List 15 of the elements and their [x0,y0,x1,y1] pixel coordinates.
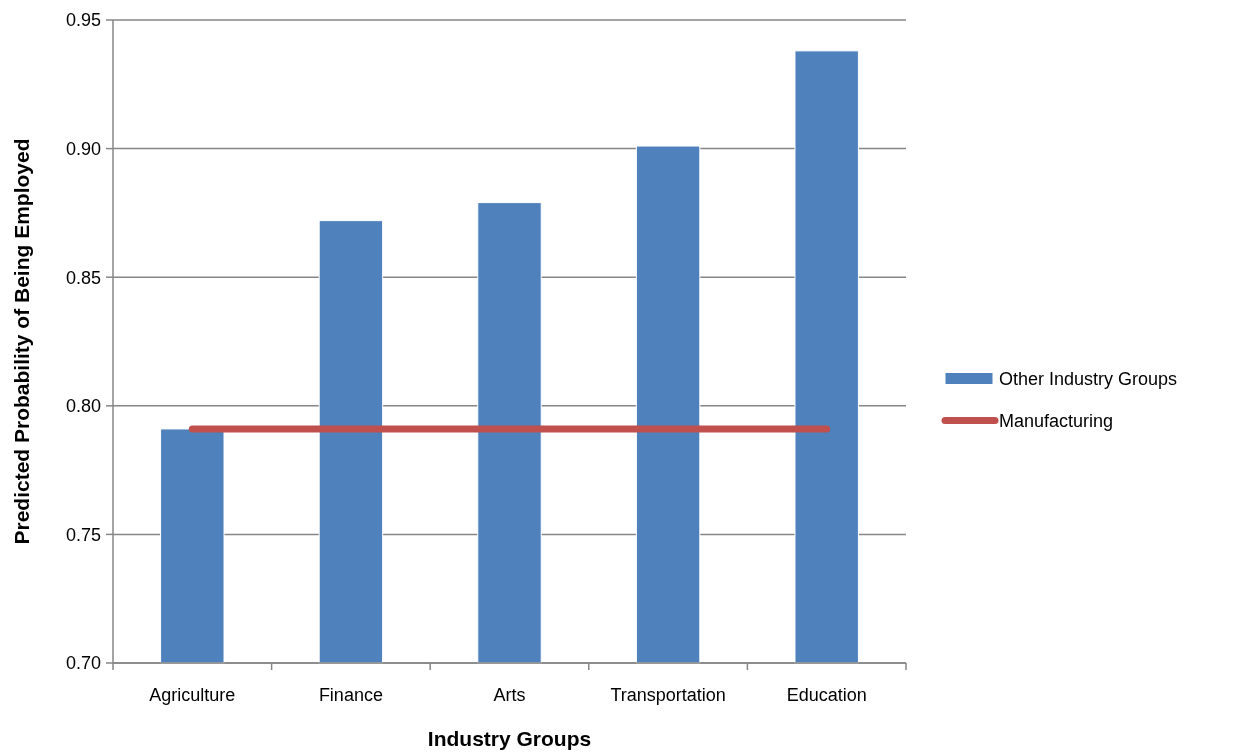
y-tick-label: 0.95 [65,10,101,31]
y-tick-label: 0.90 [65,138,101,159]
y-tick-label: 0.70 [65,653,101,674]
x-tick-label: Education [786,685,867,705]
x-tick-label: Arts [493,685,526,705]
y-tick-label: 0.85 [65,267,101,288]
legend-label: Other Industry Groups [999,368,1178,389]
y-axis-title: Predicted Probability of Being Employed [10,138,33,545]
y-tick-label: 0.75 [65,524,101,545]
legend-label: Manufacturing [999,410,1114,431]
x-tick-label: Transportation [610,685,726,705]
x-tick-label: Finance [318,685,383,705]
x-tick-label: Agriculture [149,685,236,705]
x-axis-title: Industry Groups [427,727,592,750]
y-tick-label: 0.80 [65,396,101,417]
